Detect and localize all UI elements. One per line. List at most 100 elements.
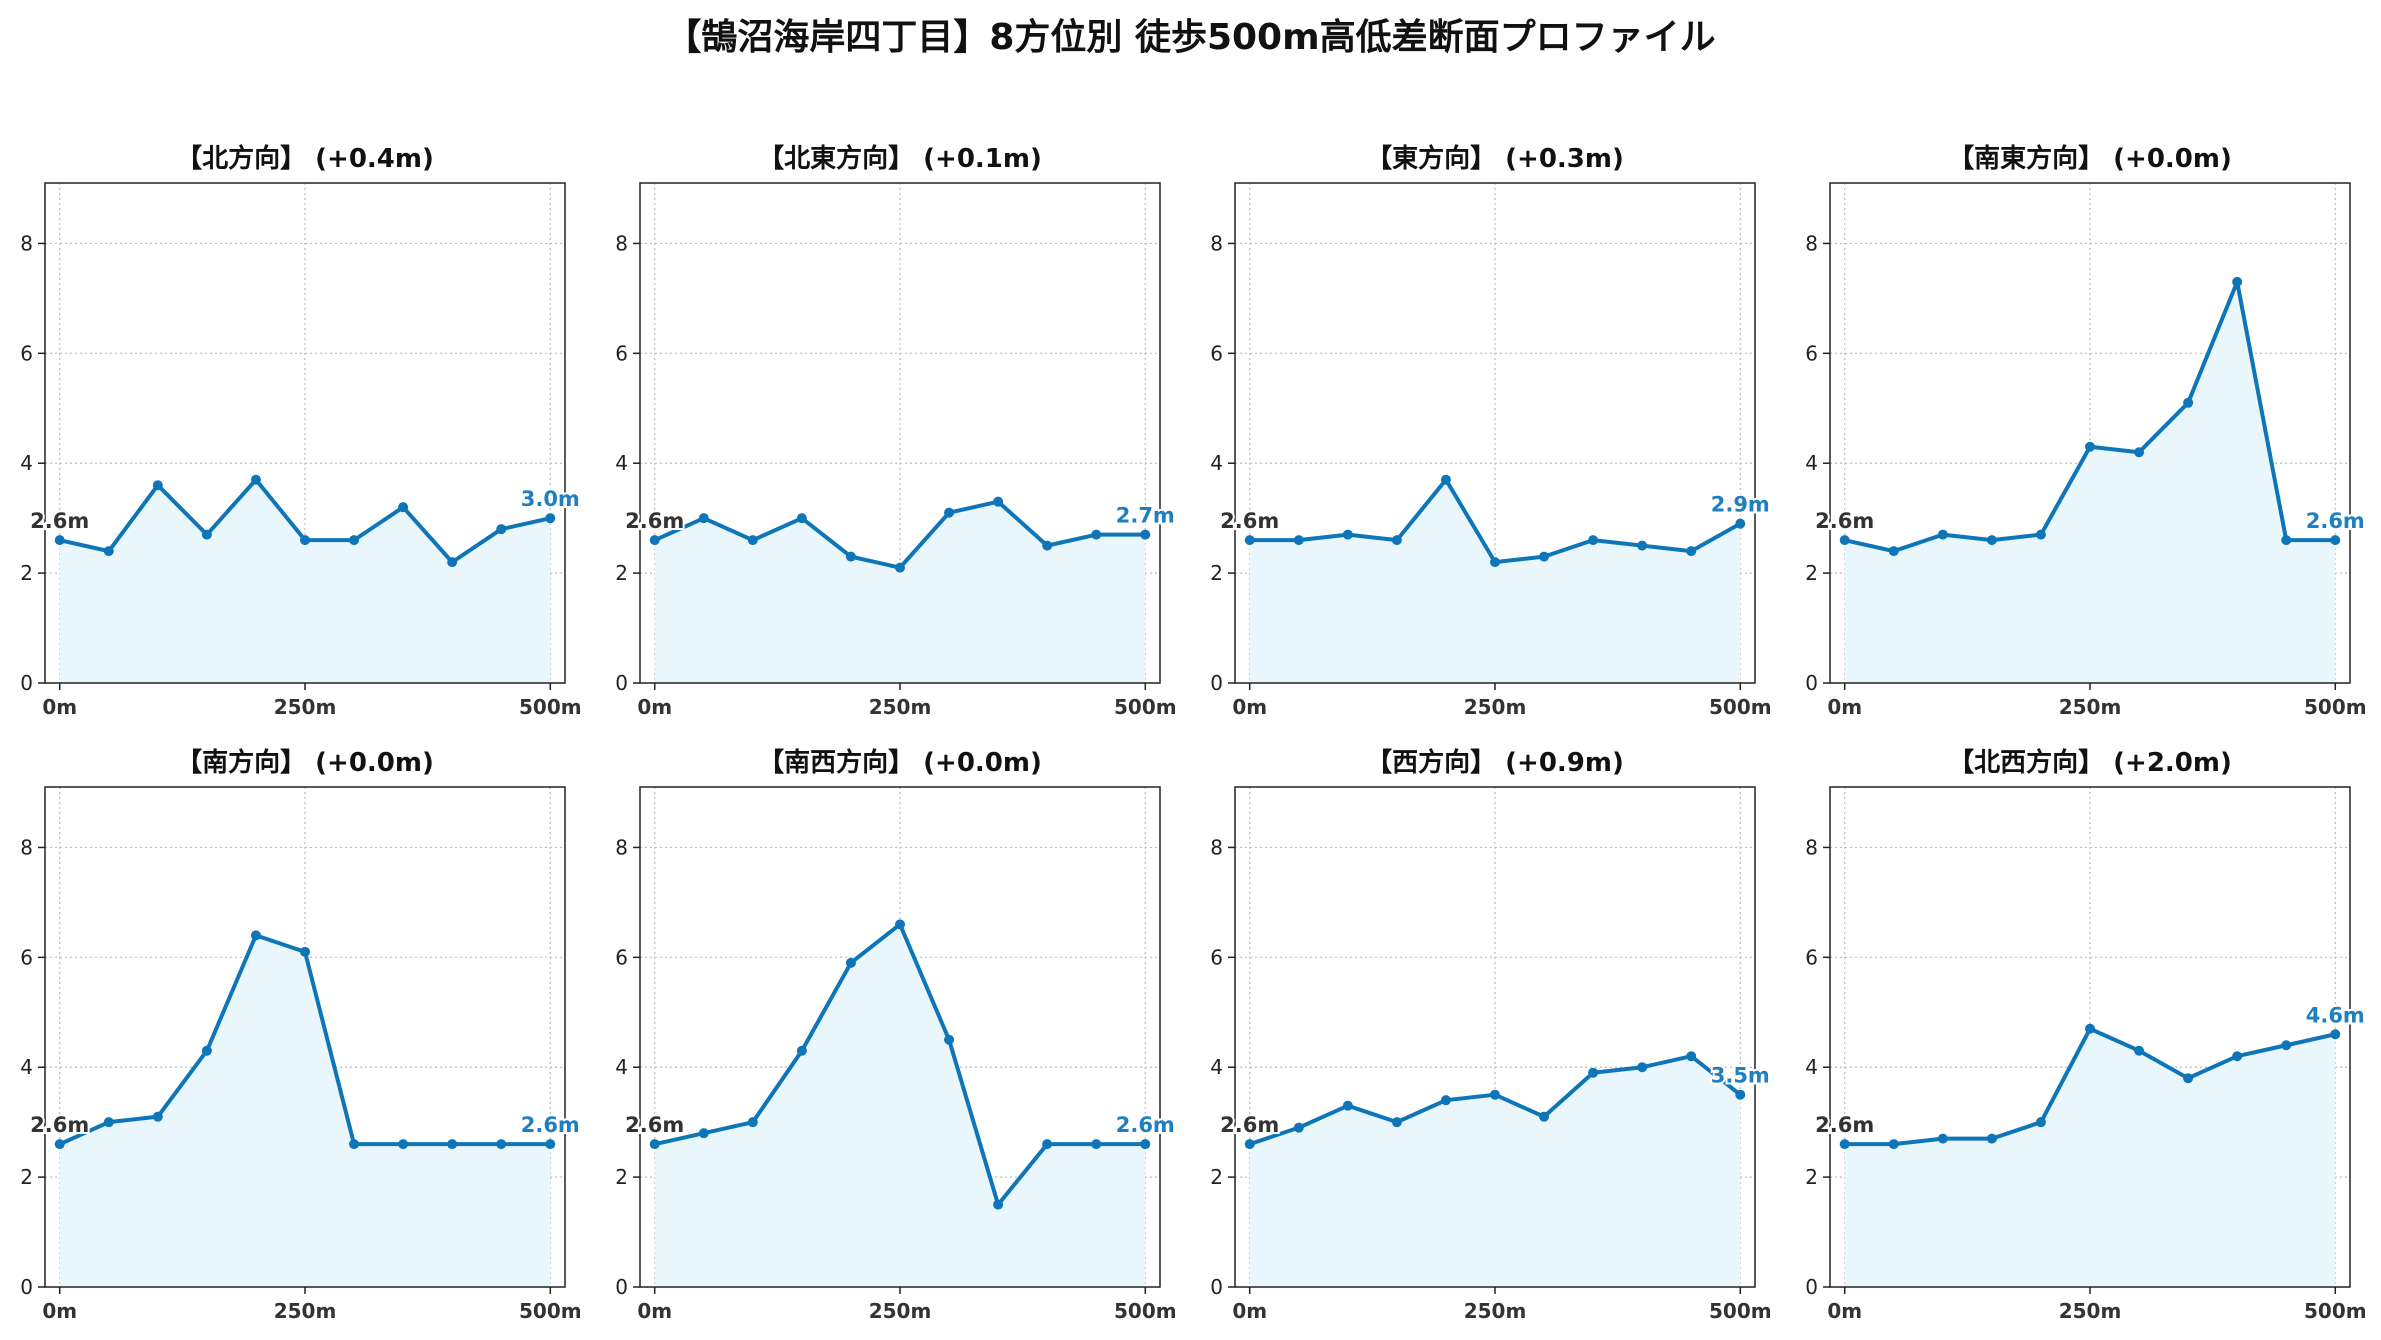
subplot: 【西方向】 (+0.9m) 0 2 4 6 8 0m 250m 500m 2.6m 3.5m bbox=[1210, 747, 1772, 1323]
data-point bbox=[2232, 1051, 2243, 1062]
start-value-label: 2.6m bbox=[1815, 509, 1874, 533]
y-tick-label: 6 bbox=[1210, 945, 1223, 969]
y-tick-label: 2 bbox=[1210, 1165, 1223, 1189]
y-tick-label: 6 bbox=[20, 945, 33, 969]
x-tick-label: 500m bbox=[1114, 695, 1177, 719]
end-value-label: 2.6m bbox=[521, 1113, 580, 1137]
data-point bbox=[2232, 276, 2243, 287]
y-tick-label: 4 bbox=[20, 1055, 33, 1079]
data-point bbox=[447, 557, 458, 568]
end-value-label: 3.0m bbox=[521, 487, 580, 511]
data-point bbox=[349, 535, 360, 546]
data-point bbox=[1244, 1139, 1255, 1150]
x-tick-label: 250m bbox=[1464, 695, 1527, 719]
y-tick-label: 8 bbox=[1805, 835, 1818, 859]
y-tick-label: 0 bbox=[20, 1275, 33, 1299]
data-point bbox=[1588, 1067, 1599, 1078]
data-point bbox=[398, 1139, 409, 1150]
y-tick-label: 0 bbox=[615, 1275, 628, 1299]
subplot-title: 【北西方向】 (+2.0m) bbox=[1948, 747, 2232, 778]
data-point bbox=[1539, 1111, 1550, 1122]
data-point bbox=[1839, 535, 1850, 546]
data-point bbox=[747, 1117, 758, 1128]
y-tick-label: 8 bbox=[615, 835, 628, 859]
figure-title: 【鵠沼海岸四丁目】8方位別 徒歩500m高低差断面プロファイル bbox=[665, 17, 1716, 58]
data-point bbox=[895, 562, 905, 573]
start-value-label: 2.6m bbox=[30, 509, 89, 533]
data-point bbox=[1342, 1100, 1353, 1111]
subplot-title: 【西方向】 (+0.9m) bbox=[1366, 747, 1624, 778]
data-point bbox=[1042, 1139, 1053, 1150]
y-tick-label: 2 bbox=[1805, 1165, 1818, 1189]
subplot: 【北方向】 (+0.4m) 0 2 4 6 8 0m 250m 500m 2.6m 3.0m bbox=[20, 143, 582, 719]
data-point bbox=[1937, 529, 1948, 540]
data-point bbox=[1888, 546, 1899, 557]
data-point bbox=[1937, 1133, 1948, 1144]
data-point bbox=[649, 1139, 660, 1150]
subplot: 【南西方向】 (+0.0m) 0 2 4 6 8 0m 250m 500m 2.6m 2.6m bbox=[615, 747, 1177, 1323]
x-tick-label: 0m bbox=[1827, 1299, 1862, 1323]
start-value-label: 2.6m bbox=[625, 509, 684, 533]
start-value-label: 2.6m bbox=[30, 1113, 89, 1137]
data-point bbox=[1735, 518, 1746, 529]
area-fill bbox=[59, 935, 551, 1287]
end-value-label: 2.7m bbox=[1116, 504, 1175, 528]
y-tick-label: 0 bbox=[1210, 1275, 1223, 1299]
y-tick-label: 8 bbox=[20, 231, 33, 255]
data-point bbox=[1391, 1117, 1402, 1128]
data-point bbox=[649, 535, 660, 546]
data-point bbox=[103, 1117, 114, 1128]
data-point bbox=[2281, 1040, 2292, 1051]
y-tick-label: 6 bbox=[20, 341, 33, 365]
data-point bbox=[201, 529, 212, 540]
x-tick-label: 500m bbox=[1709, 695, 1772, 719]
data-point bbox=[1440, 1095, 1451, 1106]
data-point bbox=[993, 1199, 1004, 1210]
data-point bbox=[1686, 1051, 1697, 1062]
data-point bbox=[1140, 529, 1151, 540]
y-tick-label: 0 bbox=[615, 671, 628, 695]
data-point bbox=[545, 513, 556, 524]
y-tick-label: 2 bbox=[1210, 561, 1223, 585]
data-point bbox=[496, 1139, 507, 1150]
x-tick-label: 250m bbox=[869, 1299, 932, 1323]
data-point bbox=[895, 919, 905, 930]
data-point bbox=[2035, 1117, 2046, 1128]
start-value-label: 2.6m bbox=[1815, 1113, 1874, 1137]
area-fill bbox=[59, 479, 551, 683]
data-point bbox=[300, 946, 310, 957]
data-point bbox=[545, 1139, 556, 1150]
x-tick-label: 250m bbox=[869, 695, 932, 719]
subplot: 【南方向】 (+0.0m) 0 2 4 6 8 0m 250m 500m 2.6m 2.6m bbox=[20, 747, 582, 1323]
subplot: 【南東方向】 (+0.0m) 0 2 4 6 8 0m 250m 500m 2.6m 2.6m bbox=[1805, 143, 2367, 719]
data-point bbox=[2134, 1045, 2145, 1056]
data-point bbox=[2330, 535, 2341, 546]
area-fill bbox=[1844, 281, 2336, 683]
y-tick-label: 8 bbox=[1210, 231, 1223, 255]
y-tick-label: 4 bbox=[1805, 1055, 1818, 1079]
data-point bbox=[698, 1128, 709, 1139]
data-point bbox=[2330, 1029, 2341, 1040]
area-fill bbox=[654, 924, 1146, 1287]
x-tick-label: 250m bbox=[2059, 695, 2122, 719]
x-tick-label: 250m bbox=[1464, 1299, 1527, 1323]
x-tick-label: 250m bbox=[274, 1299, 337, 1323]
y-tick-label: 0 bbox=[20, 671, 33, 695]
data-point bbox=[1293, 1122, 1304, 1133]
y-tick-label: 2 bbox=[20, 561, 33, 585]
end-value-label: 4.6m bbox=[2306, 1003, 2365, 1027]
data-point bbox=[1839, 1139, 1850, 1150]
data-point bbox=[152, 1111, 163, 1122]
data-point bbox=[944, 1034, 955, 1045]
data-point bbox=[1588, 535, 1599, 546]
y-tick-label: 6 bbox=[1210, 341, 1223, 365]
x-tick-label: 500m bbox=[519, 1299, 582, 1323]
data-point bbox=[1391, 535, 1402, 546]
y-tick-label: 4 bbox=[615, 1055, 628, 1079]
data-point bbox=[2085, 441, 2095, 452]
data-point bbox=[152, 480, 163, 491]
data-point bbox=[796, 1045, 807, 1056]
subplot-title: 【北方向】 (+0.4m) bbox=[176, 143, 434, 174]
data-point bbox=[201, 1045, 212, 1056]
